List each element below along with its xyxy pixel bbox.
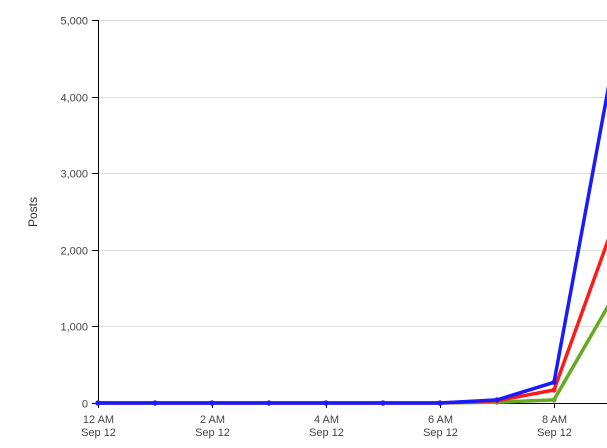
x-tick-label: 12 AM — [83, 414, 114, 426]
y-tick-label: 1,000 — [60, 322, 88, 334]
data-point[interactable] — [152, 400, 158, 406]
x-tick-sublabel: Sep 12 — [309, 427, 344, 439]
x-tick-sublabel: Sep 12 — [423, 427, 458, 439]
y-tick-label: 2,000 — [60, 246, 88, 258]
y-tick-label: 0 — [82, 399, 88, 411]
data-point[interactable] — [494, 397, 500, 403]
x-tick-label: 6 AM — [428, 414, 453, 426]
data-point[interactable] — [380, 400, 386, 406]
data-point[interactable] — [209, 400, 215, 406]
x-tick-sublabel: Sep 12 — [81, 427, 116, 439]
data-point[interactable] — [437, 400, 443, 406]
y-tick-label: 5,000 — [60, 16, 88, 28]
x-tick-sublabel: Sep 12 — [537, 427, 572, 439]
series-line-0 — [96, 85, 607, 405]
series-line-1 — [96, 238, 607, 405]
x-tick-label: 8 AM — [542, 414, 567, 426]
y-tick-label: 4,000 — [60, 93, 88, 105]
data-point[interactable] — [551, 387, 557, 393]
point-layer — [95, 379, 557, 406]
y-axis-title: Posts — [26, 197, 40, 227]
grid-layer — [98, 20, 607, 327]
data-point[interactable] — [95, 400, 101, 406]
data-point[interactable] — [323, 400, 329, 406]
x-tick-sublabel: Sep 12 — [195, 427, 230, 439]
data-point[interactable] — [551, 379, 557, 385]
series-layer — [96, 85, 607, 405]
y-tick-label: 3,000 — [60, 169, 88, 181]
x-tick-label: 2 AM — [200, 414, 225, 426]
data-point[interactable] — [551, 397, 557, 403]
x-tick-label: 4 AM — [314, 414, 339, 426]
data-point[interactable] — [266, 400, 272, 406]
